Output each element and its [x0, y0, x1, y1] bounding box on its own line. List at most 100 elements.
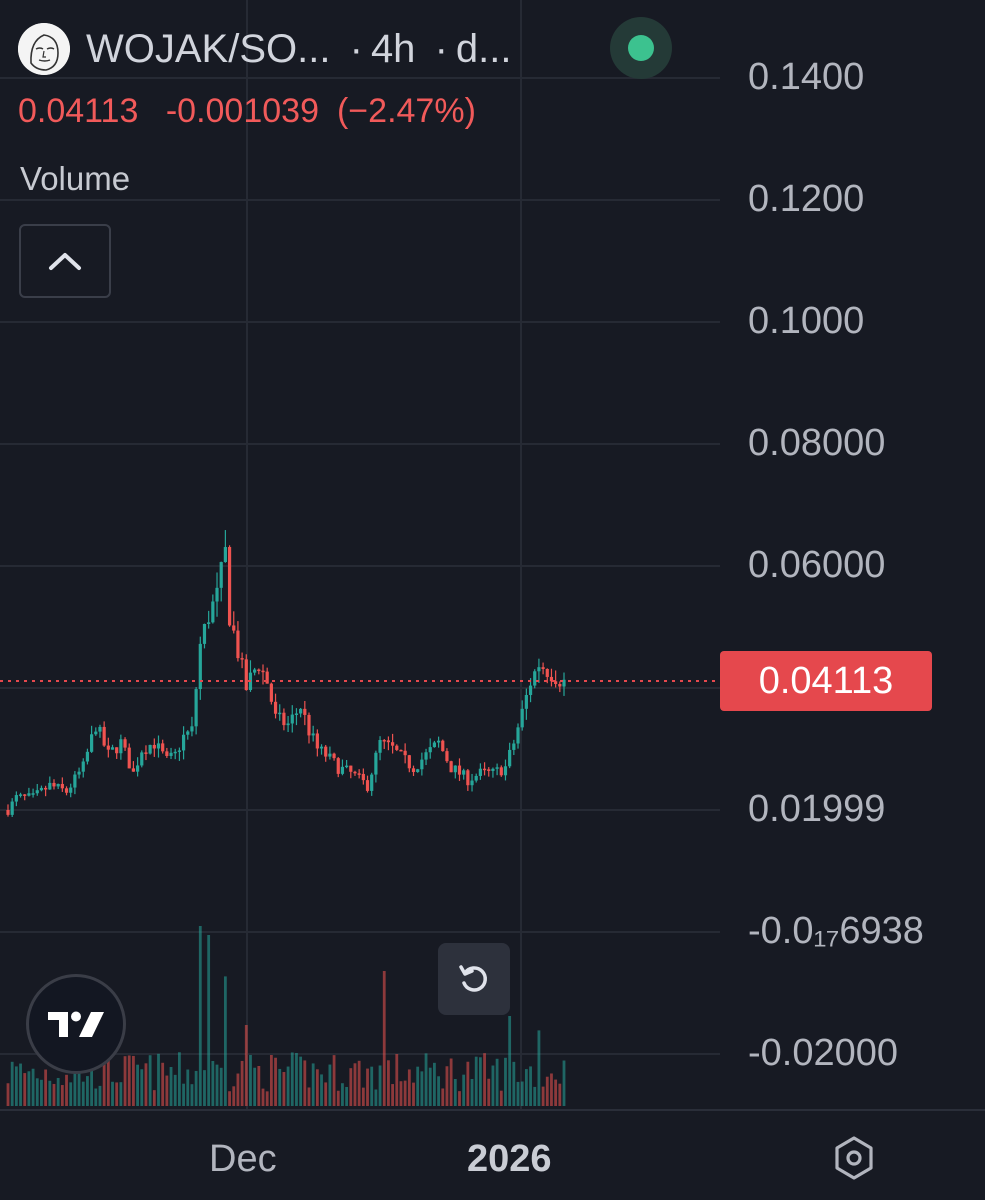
volume-bar [550, 1073, 553, 1106]
price-axis-label: -0.0₁₇6938 [748, 910, 924, 952]
candle-body [524, 695, 528, 709]
candle-body [140, 752, 144, 766]
volume-bar [324, 1082, 328, 1106]
volume-bar [203, 1070, 206, 1106]
volume-bar [52, 1083, 56, 1106]
volume-bar [140, 1069, 144, 1106]
volume-bar [424, 1053, 428, 1106]
volume-bar [387, 1060, 390, 1106]
candle-body [35, 790, 39, 794]
volume-bar [94, 1088, 98, 1106]
candle-body [332, 753, 336, 759]
volume-bar [433, 1062, 436, 1106]
volume-bar [282, 1072, 286, 1106]
volume-bar [257, 1065, 261, 1106]
candle-body [365, 780, 370, 791]
volume-bar [462, 1074, 466, 1106]
candles [6, 530, 566, 817]
candle-body [357, 773, 361, 775]
volume-bar [165, 1075, 169, 1106]
candle-body [562, 679, 566, 687]
volume-bar [19, 1063, 22, 1106]
volume-bar [345, 1086, 349, 1106]
volume-bar [407, 1069, 411, 1106]
volume-bar [56, 1077, 60, 1106]
candle-body [94, 731, 98, 735]
candle-body [407, 755, 411, 769]
volume-bar [115, 1082, 119, 1106]
candle-body [499, 767, 503, 776]
volume-bar [136, 1064, 139, 1106]
candle-body [436, 740, 441, 743]
volume-bar [111, 1081, 114, 1106]
candle-body [161, 743, 165, 752]
candle-body [198, 643, 202, 690]
candle-body [340, 766, 345, 774]
candle-body [336, 758, 340, 774]
volume-indicator-label[interactable]: Volume [20, 160, 131, 197]
volume-bar [508, 1016, 512, 1106]
volume-bar [453, 1078, 457, 1106]
candle-body [370, 774, 374, 791]
volume-bar [35, 1078, 39, 1106]
candle-body [39, 787, 44, 791]
candle-body [56, 783, 60, 787]
rotate-ccw-icon [459, 965, 487, 992]
candle-body [194, 689, 198, 727]
volume-bar [169, 1066, 173, 1106]
volume-bar [73, 1066, 77, 1106]
reset-chart-button[interactable] [438, 943, 510, 1015]
candle-body [144, 752, 148, 754]
candle-body [156, 743, 161, 749]
candle-body [282, 712, 286, 726]
candle-body [232, 625, 236, 631]
volume-bar [412, 1082, 415, 1106]
candle-body [18, 794, 23, 796]
candle-body [462, 770, 466, 775]
collapse-indicators-button[interactable] [19, 224, 111, 298]
market-status-indicator[interactable] [610, 17, 672, 79]
candle-body [449, 761, 453, 773]
volume-bar [320, 1074, 323, 1106]
candle-body [186, 731, 190, 735]
volume-bar [470, 1079, 474, 1106]
candle-body [244, 659, 248, 691]
volume-bar [65, 1074, 68, 1106]
price-axis-label: 0.1400 [748, 56, 865, 98]
candle-body [307, 714, 311, 736]
candle-body [31, 793, 35, 795]
chart-settings-button[interactable] [826, 1130, 882, 1186]
candle-body [345, 765, 349, 768]
candle-body [52, 782, 56, 787]
volume-bar [261, 1088, 265, 1106]
candle-body [223, 547, 227, 563]
volume-bar [244, 1025, 248, 1106]
volume-bar [249, 1054, 252, 1106]
candle-body [269, 683, 273, 702]
volume-bar [395, 1054, 399, 1106]
candle-body [10, 801, 14, 815]
volume-bar [541, 1086, 545, 1106]
symbol-title[interactable]: WOJAK/SO... · 4h · d... [86, 27, 511, 72]
volume-bar [416, 1066, 420, 1106]
volume-bar [152, 1090, 156, 1106]
volume-bar [307, 1087, 311, 1106]
candle-body [554, 681, 558, 685]
volume-bar [311, 1063, 315, 1106]
candle-body [27, 793, 31, 796]
volume-bar [198, 926, 202, 1106]
candle-body [474, 775, 478, 781]
volume-bar [23, 1073, 27, 1106]
candle-body [466, 770, 470, 786]
price-axis-label: 0.06000 [748, 544, 886, 586]
volume-bar [487, 1078, 491, 1106]
volume-bar [269, 1055, 273, 1106]
volume-bar [119, 1082, 123, 1106]
volume-bar [303, 1060, 307, 1106]
volume-bar [106, 1055, 110, 1106]
tradingview-logo-icon[interactable] [26, 974, 126, 1074]
symbol-header[interactable]: WOJAK/SO... · 4h · d... [18, 20, 511, 78]
volume-bar [157, 1053, 160, 1106]
volume-bar [228, 1091, 231, 1106]
